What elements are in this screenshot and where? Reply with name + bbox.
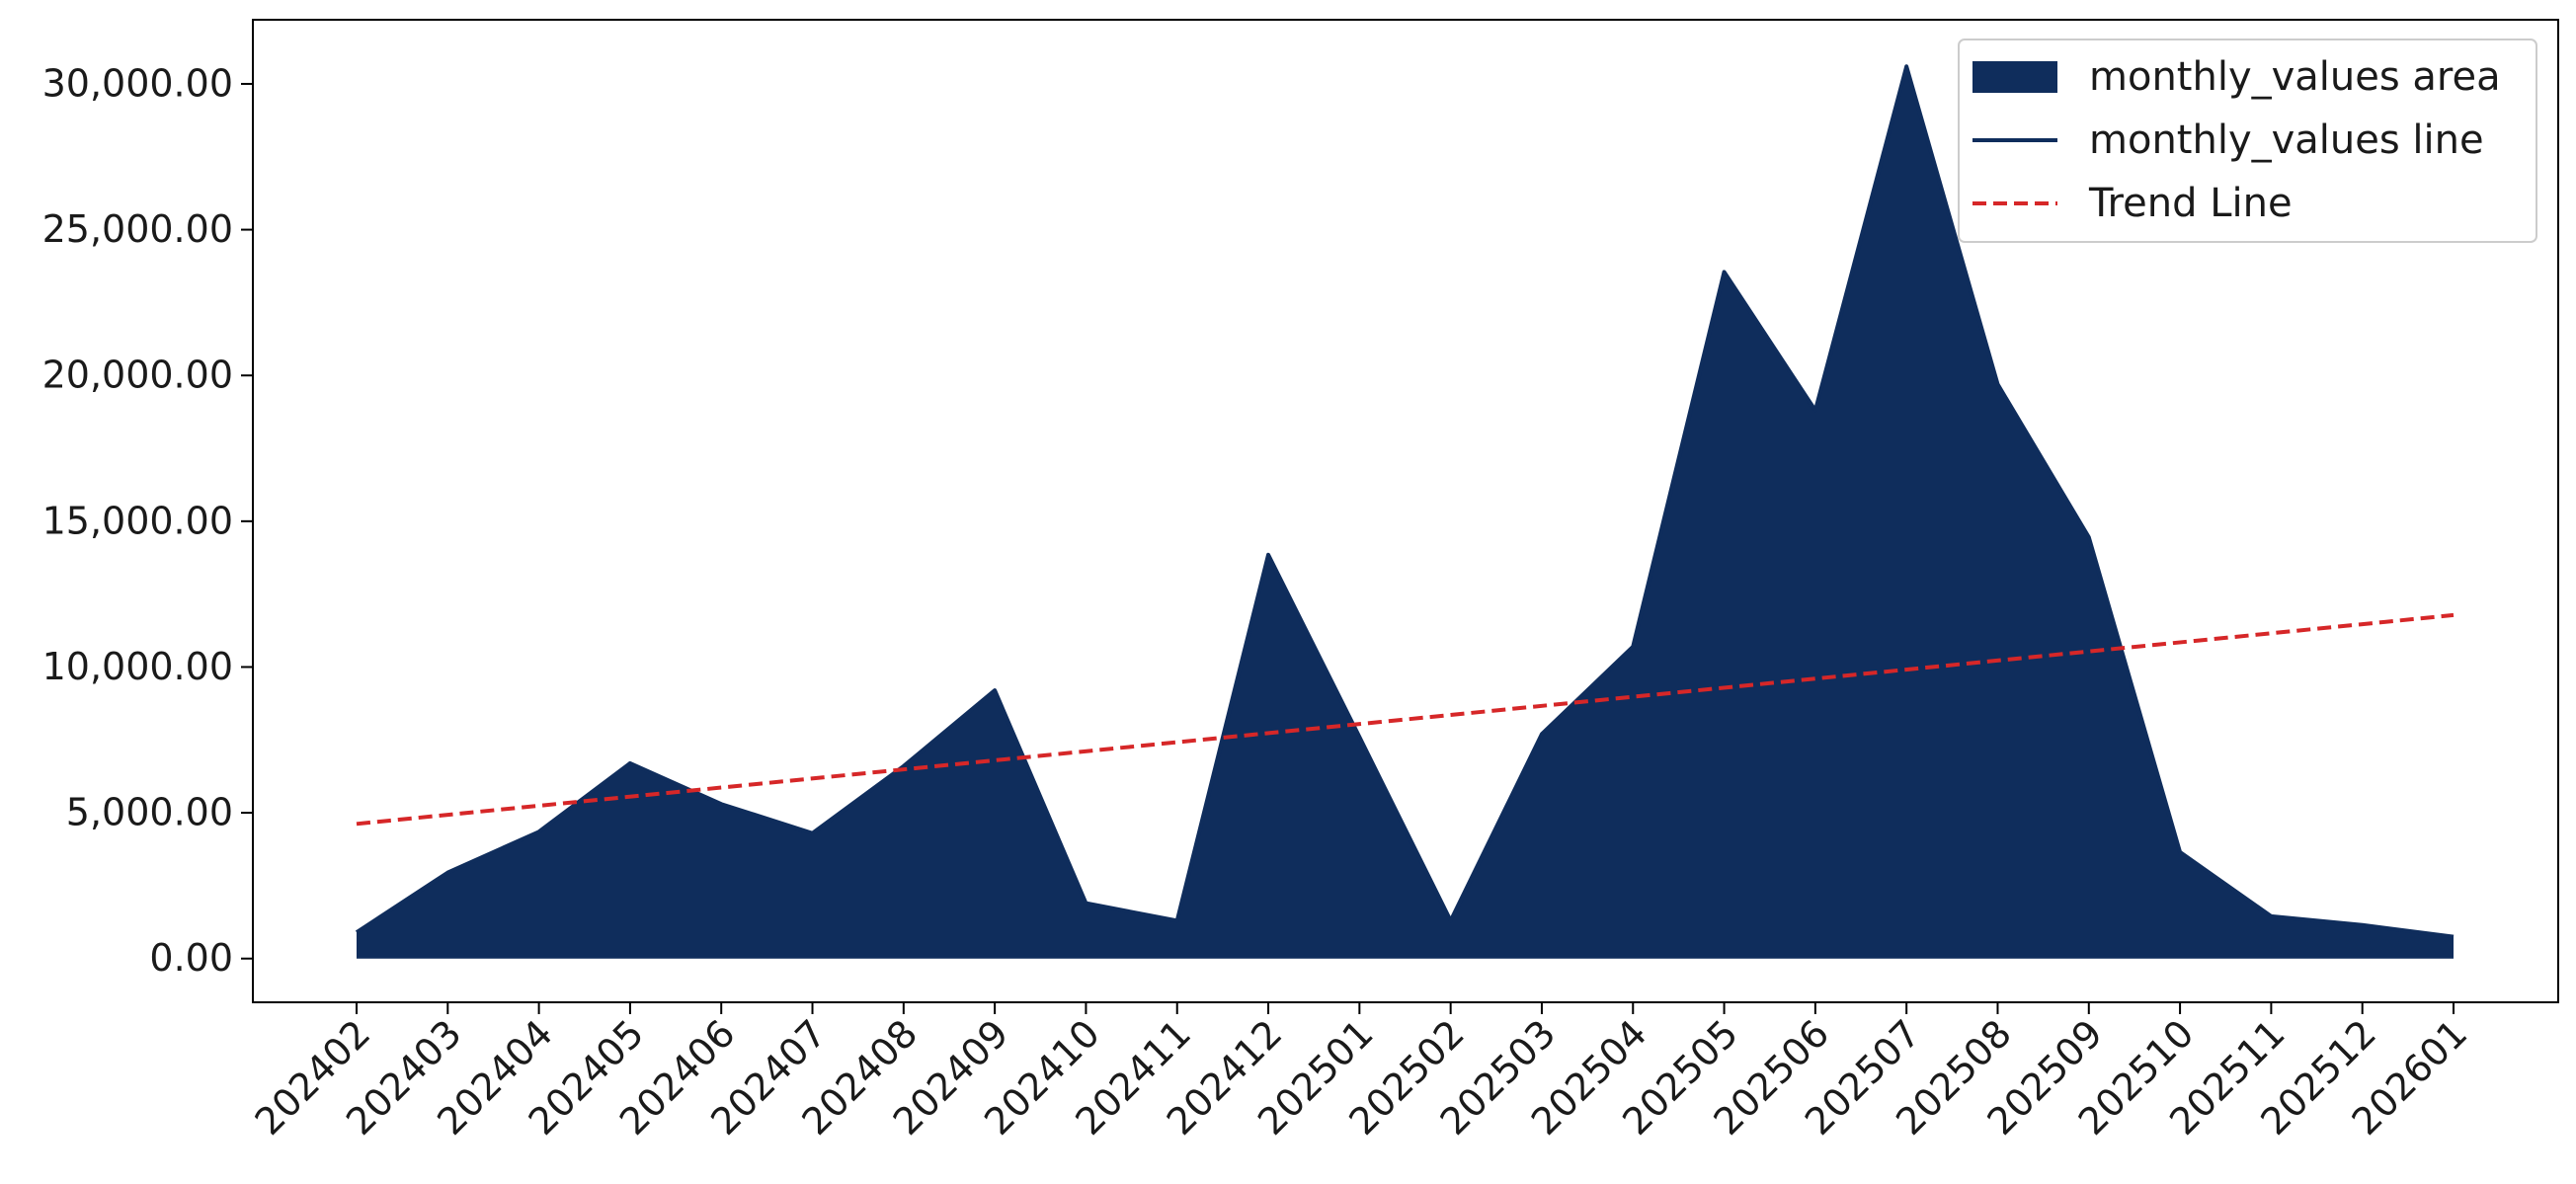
area-fill: [357, 66, 2454, 959]
x-axis: 2024022024032024042024052024062024072024…: [247, 1002, 2475, 1144]
legend-box: [1958, 39, 2537, 243]
y-tick-label: 15,000.00: [42, 499, 233, 542]
y-tick-label: 25,000.00: [42, 207, 233, 251]
legend: monthly_values area monthly_values line Tr…: [1958, 39, 2537, 243]
y-tick-label: 0.00: [149, 936, 233, 980]
y-tick-label: 30,000.00: [42, 61, 233, 105]
plot-area: [355, 64, 2455, 959]
legend-label: monthly_values area: [2089, 54, 2501, 100]
plot-frame: [252, 19, 2559, 1003]
legend-swatch-area: [1972, 61, 2057, 93]
legend-label: monthly_values line: [2089, 118, 2484, 163]
trend-line: [356, 612, 2455, 827]
y-tick-label: 5,000.00: [66, 791, 233, 834]
y-axis: 0.00 5,000.00 10,000.00 15,000.00 20,000.00 2…: [42, 61, 253, 980]
y-tick-label: 10,000.00: [42, 645, 233, 688]
y-tick-label: 20,000.00: [42, 354, 233, 397]
legend-label: Trend Line: [2088, 181, 2293, 226]
series-line: [355, 64, 2455, 939]
